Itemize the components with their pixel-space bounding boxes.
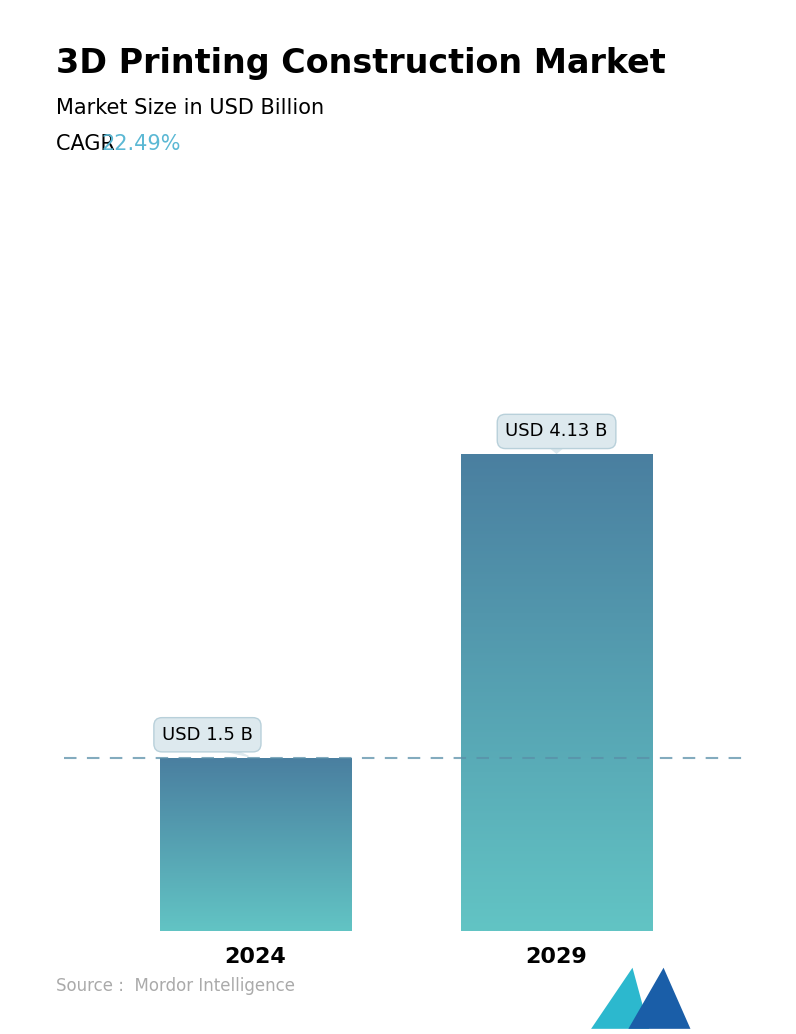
Polygon shape <box>541 440 572 453</box>
Text: 22.49%: 22.49% <box>102 134 181 154</box>
Polygon shape <box>591 968 649 1029</box>
Text: Market Size in USD Billion: Market Size in USD Billion <box>56 98 324 118</box>
Text: CAGR: CAGR <box>56 134 121 154</box>
Text: 3D Printing Construction Market: 3D Printing Construction Market <box>56 47 665 80</box>
Polygon shape <box>193 743 248 757</box>
Text: USD 4.13 B: USD 4.13 B <box>505 423 608 440</box>
Polygon shape <box>628 968 690 1029</box>
Text: Source :  Mordor Intelligence: Source : Mordor Intelligence <box>56 977 295 995</box>
Text: USD 1.5 B: USD 1.5 B <box>162 726 253 743</box>
